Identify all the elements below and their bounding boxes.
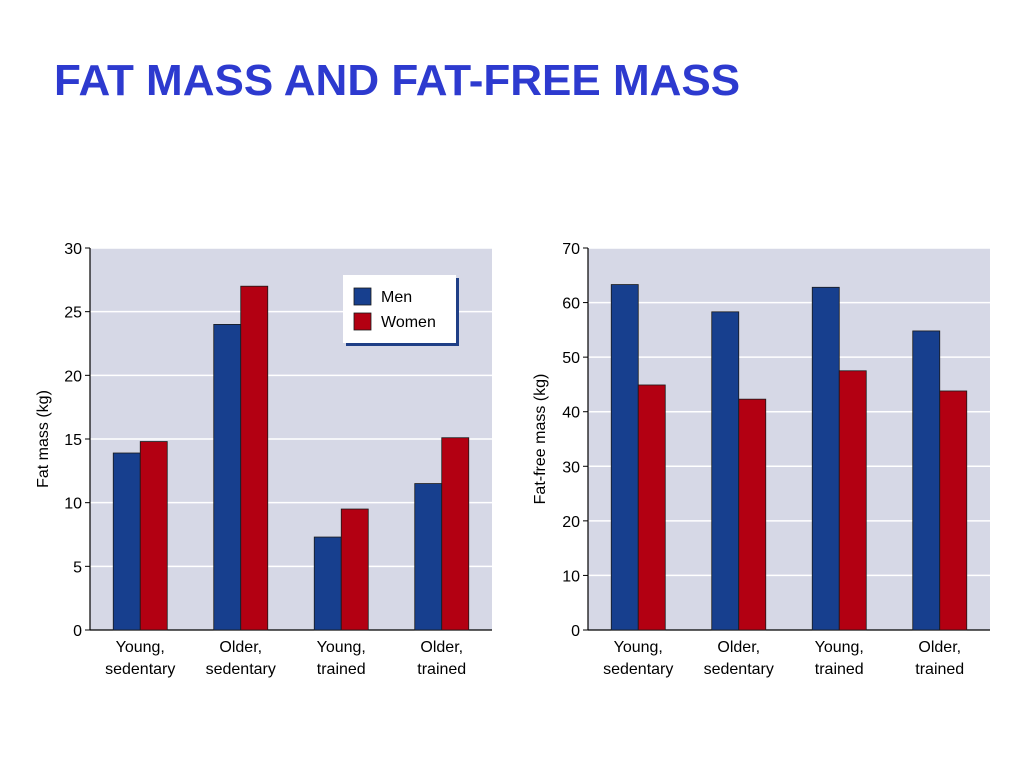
y-tick-label: 25 bbox=[64, 305, 82, 322]
bar-women bbox=[240, 285, 269, 631]
legend-label-women: Women bbox=[381, 314, 436, 331]
x-tick-label: sedentary bbox=[206, 661, 276, 678]
bar-men bbox=[414, 483, 443, 631]
bar-men bbox=[313, 536, 342, 631]
y-tick-label: 10 bbox=[64, 496, 82, 513]
x-tick-label: Older, bbox=[219, 639, 262, 656]
y-tick-label: 5 bbox=[73, 559, 82, 576]
bar-women bbox=[139, 441, 168, 631]
y-axis-label: Fat mass (kg) bbox=[35, 390, 52, 488]
bar-women bbox=[340, 508, 369, 631]
x-tick-label: Young, bbox=[317, 639, 366, 656]
y-tick-label: 15 bbox=[64, 432, 82, 449]
y-tick-label: 20 bbox=[64, 368, 82, 385]
x-tick-label: trained bbox=[317, 661, 366, 678]
bar-men bbox=[213, 323, 242, 631]
y-tick-label: 0 bbox=[73, 623, 82, 640]
x-tick-label: trained bbox=[417, 661, 466, 678]
x-tick-label: Older, bbox=[420, 639, 463, 656]
legend-swatch-women bbox=[353, 312, 372, 331]
bar-men bbox=[112, 452, 141, 631]
legend-box bbox=[343, 275, 456, 343]
slide-title: FAT MASS AND FAT-FREE MASS bbox=[54, 56, 741, 105]
legend-swatch-men bbox=[353, 287, 372, 306]
x-tick-label: sedentary bbox=[105, 661, 175, 678]
x-tick-label: Young, bbox=[116, 639, 165, 656]
y-tick-label: 30 bbox=[64, 241, 82, 258]
bar-women bbox=[441, 437, 470, 631]
legend-label-men: Men bbox=[381, 289, 412, 306]
